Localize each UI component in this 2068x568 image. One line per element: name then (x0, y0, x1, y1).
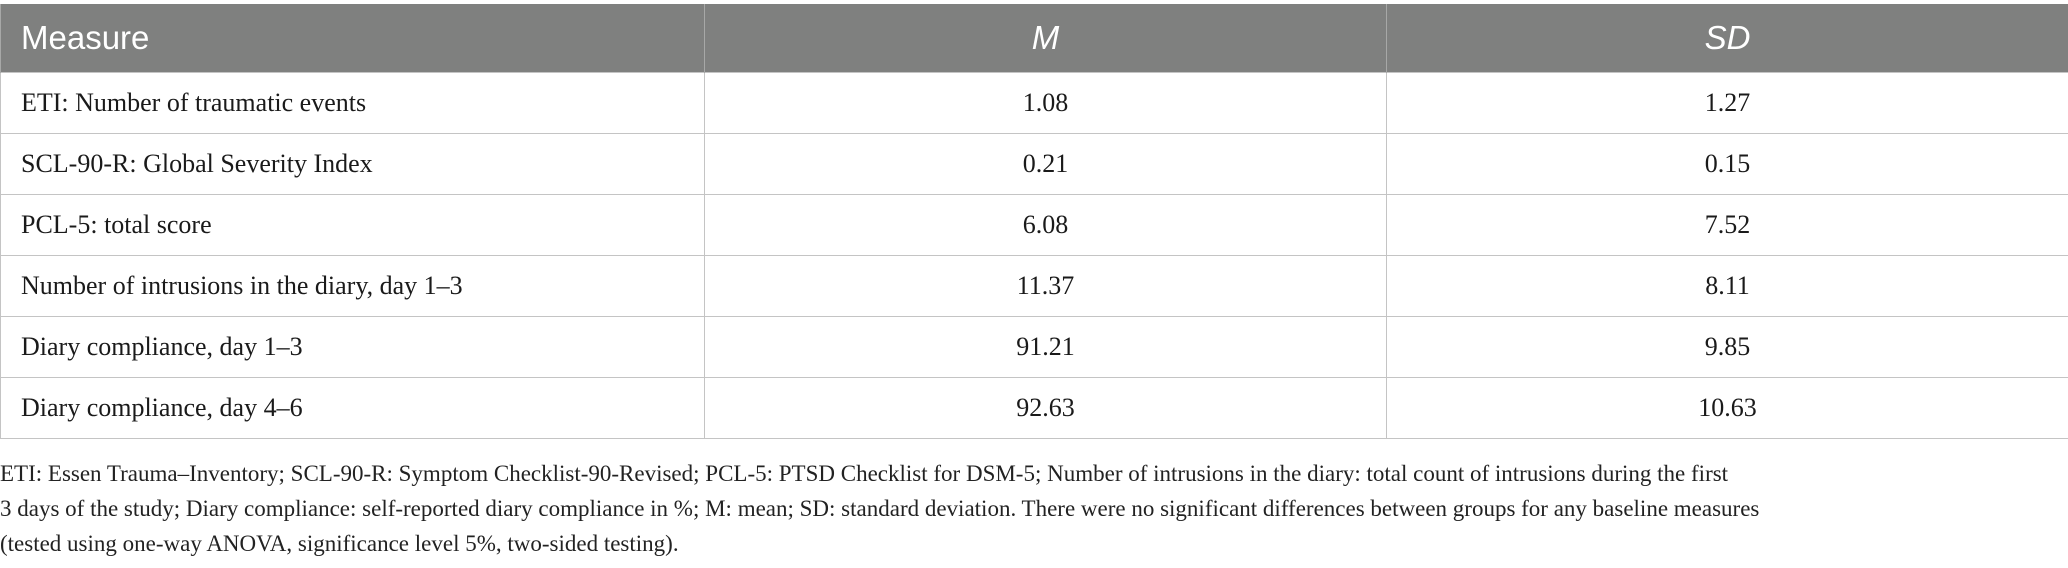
baseline-measures-table-container: Measure M SD ETI: Number of traumatic ev… (0, 4, 2068, 439)
header-mean: M (704, 4, 1387, 73)
cell-sd: 10.63 (1386, 377, 2068, 439)
cell-sd: 9.85 (1386, 316, 2068, 378)
cell-mean: 6.08 (704, 194, 1387, 256)
table-row: ETI: Number of traumatic events 1.08 1.2… (0, 72, 2068, 134)
cell-sd: 0.15 (1386, 133, 2068, 195)
cell-sd: 7.52 (1386, 194, 2068, 256)
header-measure: Measure (0, 4, 705, 73)
cell-measure: Diary compliance, day 4–6 (0, 377, 705, 439)
table-body: ETI: Number of traumatic events 1.08 1.2… (0, 72, 2068, 439)
footnote-line-1: ETI: Essen Trauma–Inventory; SCL-90-R: S… (0, 461, 1729, 486)
table-row: PCL-5: total score 6.08 7.52 (0, 194, 2068, 256)
cell-measure: Number of intrusions in the diary, day 1… (0, 255, 705, 317)
footnote-line-2: 3 days of the study; Diary compliance: s… (0, 496, 1760, 521)
table-header: Measure M SD (0, 4, 2068, 73)
cell-mean: 1.08 (704, 72, 1387, 134)
cell-measure: Diary compliance, day 1–3 (0, 316, 705, 378)
cell-measure: PCL-5: total score (0, 194, 705, 256)
cell-mean: 11.37 (704, 255, 1387, 317)
cell-measure: ETI: Number of traumatic events (0, 72, 705, 134)
footnote-line-3: (tested using one-way ANOVA, significanc… (0, 531, 679, 556)
cell-mean: 91.21 (704, 316, 1387, 378)
table-footnote: ETI: Essen Trauma–Inventory; SCL-90-R: S… (0, 456, 2040, 561)
table-row: Diary compliance, day 1–3 91.21 9.85 (0, 316, 2068, 378)
table-row: Diary compliance, day 4–6 92.63 10.63 (0, 377, 2068, 439)
table-row: SCL-90-R: Global Severity Index 0.21 0.1… (0, 133, 2068, 195)
header-row: Measure M SD (0, 4, 2068, 73)
cell-measure: SCL-90-R: Global Severity Index (0, 133, 705, 195)
cell-sd: 1.27 (1386, 72, 2068, 134)
cell-mean: 92.63 (704, 377, 1387, 439)
baseline-measures-table: Measure M SD ETI: Number of traumatic ev… (0, 4, 2068, 439)
cell-mean: 0.21 (704, 133, 1387, 195)
table-row: Number of intrusions in the diary, day 1… (0, 255, 2068, 317)
cell-sd: 8.11 (1386, 255, 2068, 317)
header-sd: SD (1386, 4, 2068, 73)
